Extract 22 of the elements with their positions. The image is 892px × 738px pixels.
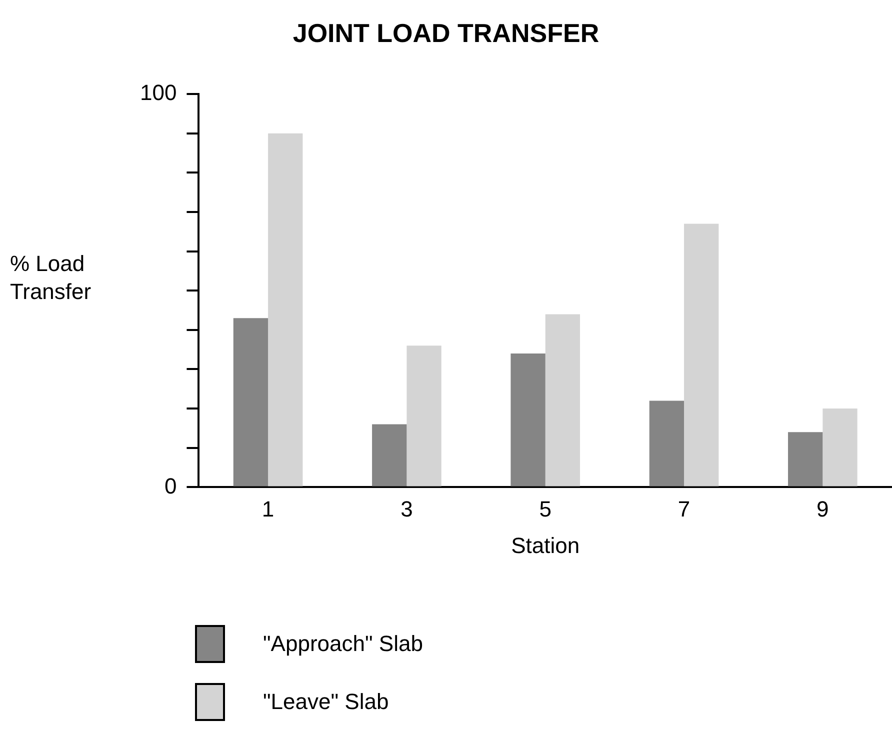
bar [684, 224, 719, 486]
bar [788, 432, 823, 486]
bar [233, 318, 268, 486]
bar [406, 346, 442, 486]
legend-label: "Leave" Slab [263, 689, 389, 715]
x-tick-label: 5 [539, 496, 552, 522]
x-tick-label: 1 [262, 496, 274, 522]
x-axis-title: Station [511, 532, 580, 558]
y-tick-label: 0 [164, 473, 177, 498]
legend-label: "Approach" Slab [263, 631, 423, 657]
y-tick-label: 100 [140, 80, 177, 106]
y-axis-title: % Load Transfer [10, 250, 92, 306]
bar [268, 133, 303, 486]
bar [510, 354, 546, 486]
bar [649, 400, 684, 486]
chart-title: JOINT LOAD TRANSFER [292, 18, 600, 49]
x-tick-label: 9 [816, 496, 829, 522]
x-tick-label: 7 [678, 496, 690, 522]
bar [822, 408, 858, 486]
bar [372, 424, 407, 486]
x-tick-label: 3 [400, 496, 413, 522]
bar [545, 314, 580, 486]
